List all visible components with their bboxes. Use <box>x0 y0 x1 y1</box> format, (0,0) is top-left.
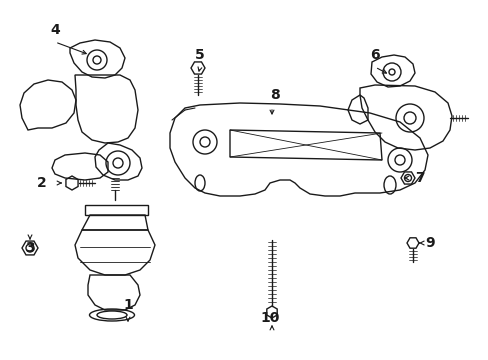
Text: 5: 5 <box>195 48 204 62</box>
Text: 4: 4 <box>50 23 60 37</box>
Text: 7: 7 <box>414 171 424 185</box>
Text: 2: 2 <box>37 176 47 190</box>
Text: 6: 6 <box>369 48 379 62</box>
Text: 8: 8 <box>269 88 279 102</box>
Text: 9: 9 <box>425 236 434 250</box>
Text: 1: 1 <box>123 298 133 312</box>
Text: 3: 3 <box>25 241 35 255</box>
Text: 10: 10 <box>260 311 279 325</box>
